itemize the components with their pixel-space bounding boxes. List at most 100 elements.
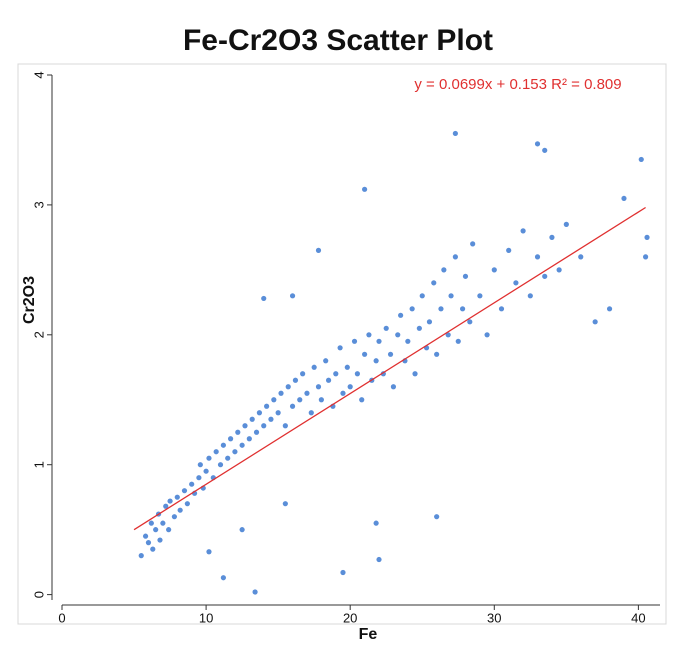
point — [197, 462, 203, 468]
point — [395, 332, 401, 338]
point — [315, 384, 322, 390]
point — [405, 338, 411, 344]
point — [148, 520, 154, 526]
y-tick-label: 0 — [31, 591, 46, 598]
point — [300, 371, 306, 377]
point — [166, 527, 172, 533]
point — [452, 130, 458, 137]
point — [304, 390, 310, 396]
point — [278, 390, 284, 396]
point — [467, 319, 473, 325]
point — [261, 295, 267, 302]
point — [138, 553, 144, 559]
point — [362, 351, 368, 357]
point — [376, 338, 382, 344]
point — [318, 397, 324, 403]
point — [292, 377, 299, 383]
point — [239, 527, 245, 533]
point — [642, 254, 649, 260]
point — [242, 423, 248, 429]
point — [282, 423, 288, 429]
point — [145, 540, 152, 546]
point — [455, 338, 461, 344]
point — [542, 147, 548, 153]
point — [592, 319, 598, 325]
point — [217, 462, 224, 468]
point — [416, 325, 422, 331]
point — [239, 442, 245, 448]
point — [150, 546, 156, 552]
point — [225, 455, 231, 461]
point — [445, 332, 451, 338]
point — [470, 241, 476, 247]
point — [373, 520, 379, 526]
point — [412, 371, 418, 377]
point — [153, 527, 159, 533]
point — [206, 549, 212, 555]
point — [220, 575, 226, 581]
point — [271, 397, 277, 403]
point — [534, 141, 541, 147]
point — [252, 589, 258, 595]
point — [177, 507, 183, 513]
point — [359, 397, 365, 403]
point — [431, 280, 437, 286]
point — [556, 267, 562, 273]
point — [344, 364, 350, 370]
x-axis-label: Fe — [359, 626, 378, 643]
point — [534, 254, 541, 260]
point — [264, 403, 270, 409]
point — [452, 254, 458, 260]
x-tick-label: 10 — [199, 610, 213, 625]
point — [142, 533, 149, 539]
point — [462, 273, 469, 279]
point — [426, 319, 433, 325]
point — [498, 306, 505, 312]
point — [527, 293, 533, 299]
point — [621, 195, 627, 202]
point — [285, 384, 291, 390]
y-tick-label: 4 — [31, 71, 46, 78]
point — [390, 384, 397, 390]
x-tick-label: 30 — [487, 610, 501, 625]
point — [340, 390, 346, 396]
point — [167, 498, 173, 504]
point — [347, 384, 353, 390]
point — [644, 234, 650, 240]
point — [181, 488, 188, 494]
point — [638, 156, 644, 163]
point — [203, 468, 209, 474]
point — [227, 436, 234, 442]
point — [520, 228, 526, 234]
point — [513, 280, 519, 286]
point — [189, 481, 195, 487]
point — [246, 436, 252, 442]
point — [256, 410, 263, 416]
point — [171, 514, 177, 520]
chart-title: Fe-Cr2O3 Scatter Plot — [183, 24, 493, 57]
y-tick-label: 3 — [31, 201, 46, 208]
point — [387, 351, 394, 357]
x-tick-label: 20 — [343, 610, 357, 625]
point — [206, 455, 212, 461]
point — [606, 306, 613, 312]
x-tick-label: 0 — [58, 610, 65, 625]
point — [275, 410, 281, 416]
point — [419, 293, 425, 299]
point — [491, 267, 497, 273]
point — [323, 358, 329, 364]
y-tick-label: 1 — [31, 461, 46, 468]
point — [213, 449, 219, 455]
point — [261, 423, 267, 429]
point — [563, 221, 569, 227]
point — [549, 234, 555, 240]
point — [268, 416, 274, 422]
point — [160, 520, 166, 526]
point — [362, 186, 368, 192]
point — [340, 569, 346, 576]
point — [366, 332, 372, 338]
point — [311, 364, 317, 370]
point — [376, 556, 382, 563]
point — [438, 306, 444, 312]
